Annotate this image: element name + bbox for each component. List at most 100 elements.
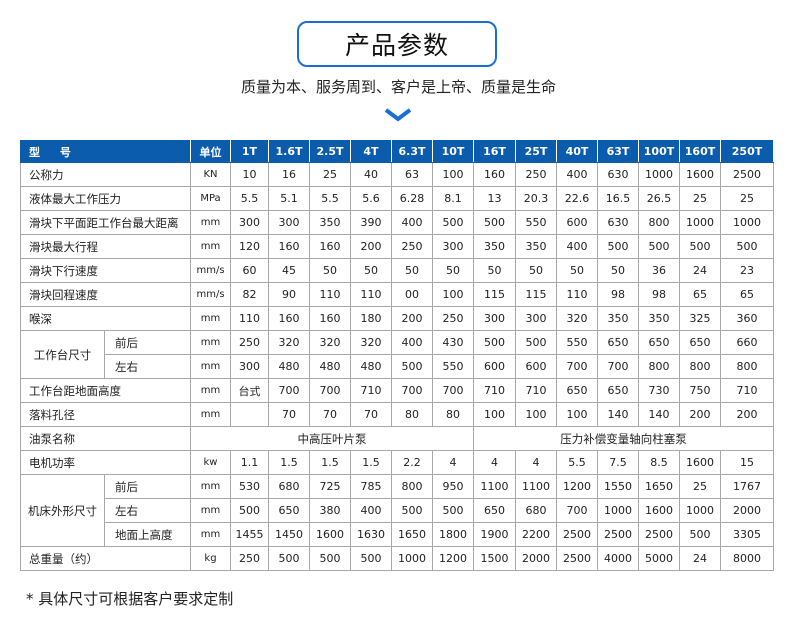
value-cell: 50 — [556, 258, 598, 283]
value-cell: 50 — [350, 258, 392, 283]
value-cell: 550 — [515, 210, 557, 235]
value-cell: 700 — [309, 378, 351, 403]
value-cell: 380 — [309, 498, 351, 523]
value-cell: 160 — [309, 306, 351, 331]
value-cell: 1200 — [556, 474, 598, 499]
unit-cell: KN — [190, 162, 231, 187]
value-cell: 550 — [556, 330, 598, 355]
table-row: 公称力 KN 10 16 25 40 63 100 160 250 400 630 1000 1600 25… — [20, 162, 774, 187]
value-cell: 300 — [473, 306, 516, 331]
value-cell: 400 — [350, 498, 392, 523]
table-row: 滑块回程速度 mm/s 82 90 110 110 00 100 115 115 110 98 98 65… — [20, 282, 774, 307]
chevron-down-icon — [384, 108, 412, 122]
value-cell: 1450 — [268, 522, 310, 547]
value-cell: 200 — [350, 234, 392, 259]
row-sub-label: 左右 — [104, 354, 191, 379]
value-cell: 5.5 — [309, 186, 351, 211]
table-row: 落料孔径 mm 70 70 70 80 80 100 100 100 140 140 200 200 — [20, 402, 774, 427]
value-cell: 710 — [720, 378, 774, 403]
value-cell: 1200 — [432, 546, 474, 571]
unit-cell: mm — [190, 330, 231, 355]
column-header: 250T — [720, 140, 774, 163]
value-cell: 1600 — [679, 450, 721, 475]
value-cell: 1900 — [473, 522, 516, 547]
value-cell: 70 — [350, 402, 392, 427]
value-cell: 2000 — [720, 498, 774, 523]
table-row: 总重量（约） kg 250 500 500 500 1000 1200 1500 2000 2500… — [20, 546, 774, 571]
table-row: 油泵名称 中高压叶片泵 压力补偿变量轴向柱塞泵 — [20, 426, 774, 451]
value-cell: 500 — [432, 210, 474, 235]
value-cell: 630 — [597, 162, 639, 187]
column-header: 1.6T — [268, 140, 310, 163]
value-cell: 680 — [515, 498, 557, 523]
spec-table: 型 号单位 1T 1.6T 2.5T 4T 6.3T 10T 16T 25T 40T 63T 100T… — [20, 140, 774, 571]
unit-cell: MPa — [190, 186, 231, 211]
value-cell: 100 — [432, 162, 474, 187]
value-cell: 110 — [309, 282, 351, 307]
unit-cell: mm — [190, 210, 231, 235]
value-cell: 390 — [350, 210, 392, 235]
value-cell: 700 — [432, 378, 474, 403]
value-cell: 360 — [720, 306, 774, 331]
value-cell: 550 — [432, 354, 474, 379]
value-cell: 1600 — [679, 162, 721, 187]
value-cell: 8000 — [720, 546, 774, 571]
value-cell: 100 — [432, 282, 474, 307]
value-cell: 325 — [679, 306, 721, 331]
value-cell: 1000 — [391, 546, 433, 571]
column-header: 单位 — [190, 140, 231, 163]
value-cell: 1550 — [597, 474, 639, 499]
value-cell: 4 — [473, 450, 516, 475]
value-cell: 115 — [515, 282, 557, 307]
value-cell: 98 — [597, 282, 639, 307]
column-header-model: 型 号 — [20, 140, 191, 163]
unit-cell: mm — [190, 498, 231, 523]
value-cell: 140 — [597, 402, 639, 427]
value-cell: 500 — [391, 354, 433, 379]
value-cell: 300 — [268, 210, 310, 235]
unit-cell: mm — [190, 402, 231, 427]
table-row: 机床外形尺寸 前后 mm 530 680 725 785 800 950 1100 1100 1200… — [20, 474, 774, 547]
value-cell: 650 — [473, 498, 516, 523]
value-cell: 650 — [268, 498, 310, 523]
value-cell: 480 — [309, 354, 351, 379]
value-cell: 90 — [268, 282, 310, 307]
value-cell: 600 — [556, 210, 598, 235]
row-label: 总重量（约） — [20, 546, 191, 571]
value-cell: 100 — [473, 402, 516, 427]
value-cell: 710 — [473, 378, 516, 403]
value-cell: 500 — [638, 234, 680, 259]
value-cell: 1650 — [638, 474, 680, 499]
value-cell: 500 — [597, 234, 639, 259]
value-cell: 24 — [679, 546, 721, 571]
value-cell: 200 — [391, 306, 433, 331]
value-cell: 23 — [720, 258, 774, 283]
value-cell: 65 — [679, 282, 721, 307]
value-cell: 5.6 — [350, 186, 392, 211]
value-cell: 500 — [268, 546, 310, 571]
value-cell: 500 — [432, 498, 474, 523]
row-label: 喉深 — [20, 306, 191, 331]
column-header: 4T — [350, 140, 392, 163]
value-cell: 710 — [515, 378, 557, 403]
value-cell: 5000 — [638, 546, 680, 571]
unit-cell: mm — [190, 522, 231, 547]
value-cell: 50 — [597, 258, 639, 283]
value-cell: 200 — [679, 402, 721, 427]
unit-cell: mm/s — [190, 258, 231, 283]
value-cell: 700 — [268, 378, 310, 403]
value-cell: 100 — [556, 402, 598, 427]
table-row: 左右 mm 300 480 480 480 500 550 600 600 700 700 800 800… — [21, 354, 774, 379]
value-cell: 3305 — [720, 522, 774, 547]
value-cell: 20.3 — [515, 186, 557, 211]
value-cell: 350 — [473, 234, 516, 259]
value-cell: 700 — [556, 354, 598, 379]
row-label: 油泵名称 — [20, 426, 191, 451]
row-label: 落料孔径 — [20, 402, 191, 427]
row-label: 滑块最大行程 — [20, 234, 191, 259]
value-cell: 1000 — [597, 498, 639, 523]
value-cell: 650 — [597, 330, 639, 355]
value-cell: 110 — [230, 306, 269, 331]
value-cell: 1800 — [432, 522, 474, 547]
value-cell: 650 — [638, 330, 680, 355]
